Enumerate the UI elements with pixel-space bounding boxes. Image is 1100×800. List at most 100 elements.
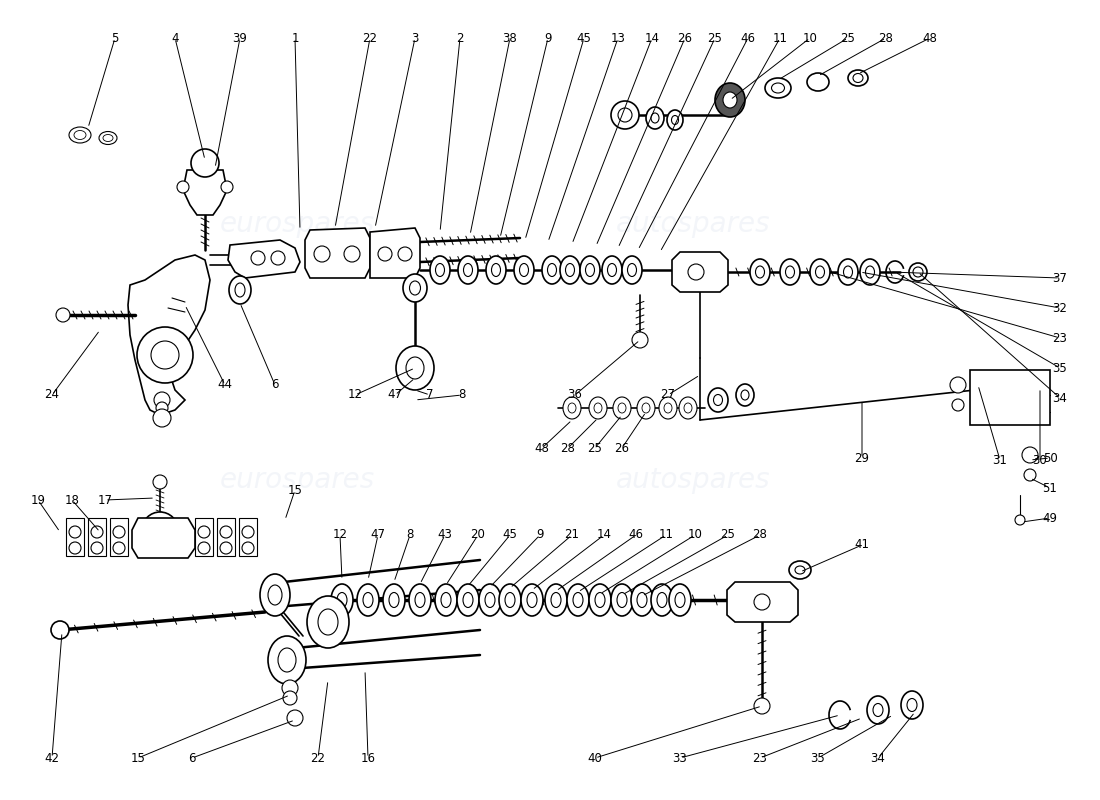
Ellipse shape: [485, 593, 495, 607]
Text: 8: 8: [406, 529, 414, 542]
Circle shape: [287, 710, 303, 726]
Ellipse shape: [594, 403, 602, 413]
Ellipse shape: [646, 107, 664, 129]
Ellipse shape: [610, 101, 639, 129]
Circle shape: [952, 399, 964, 411]
Text: 42: 42: [44, 751, 59, 765]
Text: 17: 17: [98, 494, 112, 506]
Text: 46: 46: [628, 529, 643, 542]
Ellipse shape: [771, 83, 784, 93]
Ellipse shape: [551, 593, 561, 607]
Circle shape: [271, 251, 285, 265]
Ellipse shape: [434, 584, 456, 616]
Ellipse shape: [741, 390, 749, 400]
Ellipse shape: [383, 584, 405, 616]
Ellipse shape: [268, 636, 306, 684]
Text: 22: 22: [310, 751, 326, 765]
Text: 34: 34: [1053, 391, 1067, 405]
Ellipse shape: [679, 397, 697, 419]
Ellipse shape: [764, 78, 791, 98]
Circle shape: [1024, 469, 1036, 481]
Text: 15: 15: [131, 751, 145, 765]
Ellipse shape: [838, 259, 858, 285]
Text: 25: 25: [720, 529, 736, 542]
Text: 25: 25: [707, 31, 723, 45]
Text: 28: 28: [879, 31, 893, 45]
Text: 39: 39: [232, 31, 248, 45]
Circle shape: [177, 181, 189, 193]
Text: 14: 14: [596, 529, 612, 542]
Circle shape: [754, 698, 770, 714]
Ellipse shape: [396, 346, 435, 390]
Ellipse shape: [860, 259, 880, 285]
Ellipse shape: [669, 584, 691, 616]
Ellipse shape: [780, 259, 800, 285]
Ellipse shape: [664, 403, 672, 413]
Ellipse shape: [307, 596, 349, 648]
Text: 4: 4: [172, 31, 178, 45]
Text: 47: 47: [371, 529, 385, 542]
Text: 33: 33: [672, 751, 688, 765]
Text: 8: 8: [459, 389, 465, 402]
Text: 36: 36: [568, 389, 582, 402]
Circle shape: [138, 327, 192, 383]
Text: 38: 38: [503, 31, 517, 45]
Ellipse shape: [627, 263, 637, 277]
Text: 41: 41: [855, 538, 869, 551]
Ellipse shape: [566, 584, 588, 616]
Ellipse shape: [409, 281, 420, 295]
Text: 46: 46: [740, 31, 756, 45]
Ellipse shape: [637, 397, 654, 419]
Ellipse shape: [521, 584, 543, 616]
Ellipse shape: [848, 70, 868, 86]
Bar: [110, 518, 128, 556]
Ellipse shape: [714, 394, 723, 406]
Text: 12: 12: [332, 529, 348, 542]
Ellipse shape: [750, 259, 770, 285]
Polygon shape: [727, 582, 798, 622]
Ellipse shape: [331, 584, 353, 616]
Ellipse shape: [607, 263, 616, 277]
Ellipse shape: [913, 267, 923, 277]
Ellipse shape: [637, 593, 647, 607]
Circle shape: [1022, 447, 1038, 463]
Text: 6: 6: [188, 751, 196, 765]
Bar: [195, 518, 213, 556]
Text: 9: 9: [537, 529, 543, 542]
Polygon shape: [183, 170, 227, 215]
Text: 49: 49: [1043, 511, 1057, 525]
Text: 31: 31: [992, 454, 1008, 466]
Ellipse shape: [430, 256, 450, 284]
Ellipse shape: [358, 584, 379, 616]
Ellipse shape: [657, 593, 667, 607]
Circle shape: [344, 246, 360, 262]
Ellipse shape: [852, 74, 864, 82]
Polygon shape: [132, 518, 195, 558]
Circle shape: [220, 526, 232, 538]
Text: 13: 13: [610, 31, 626, 45]
Bar: [239, 518, 257, 556]
Ellipse shape: [684, 403, 692, 413]
Ellipse shape: [667, 110, 683, 130]
Polygon shape: [370, 228, 420, 278]
Polygon shape: [128, 255, 210, 415]
Ellipse shape: [99, 131, 117, 145]
Ellipse shape: [736, 384, 754, 406]
Text: 2: 2: [456, 31, 464, 45]
Text: 3: 3: [411, 31, 419, 45]
Ellipse shape: [565, 263, 574, 277]
Circle shape: [221, 181, 233, 193]
Text: 29: 29: [855, 451, 869, 465]
Circle shape: [242, 526, 254, 538]
Ellipse shape: [610, 584, 632, 616]
Ellipse shape: [514, 256, 534, 284]
Text: 7: 7: [427, 389, 433, 402]
Text: 18: 18: [65, 494, 79, 506]
Circle shape: [154, 392, 170, 408]
Ellipse shape: [595, 593, 605, 607]
Text: 25: 25: [840, 31, 856, 45]
Ellipse shape: [463, 593, 473, 607]
Circle shape: [220, 542, 232, 554]
Text: 35: 35: [811, 751, 825, 765]
Text: 26: 26: [678, 31, 693, 45]
